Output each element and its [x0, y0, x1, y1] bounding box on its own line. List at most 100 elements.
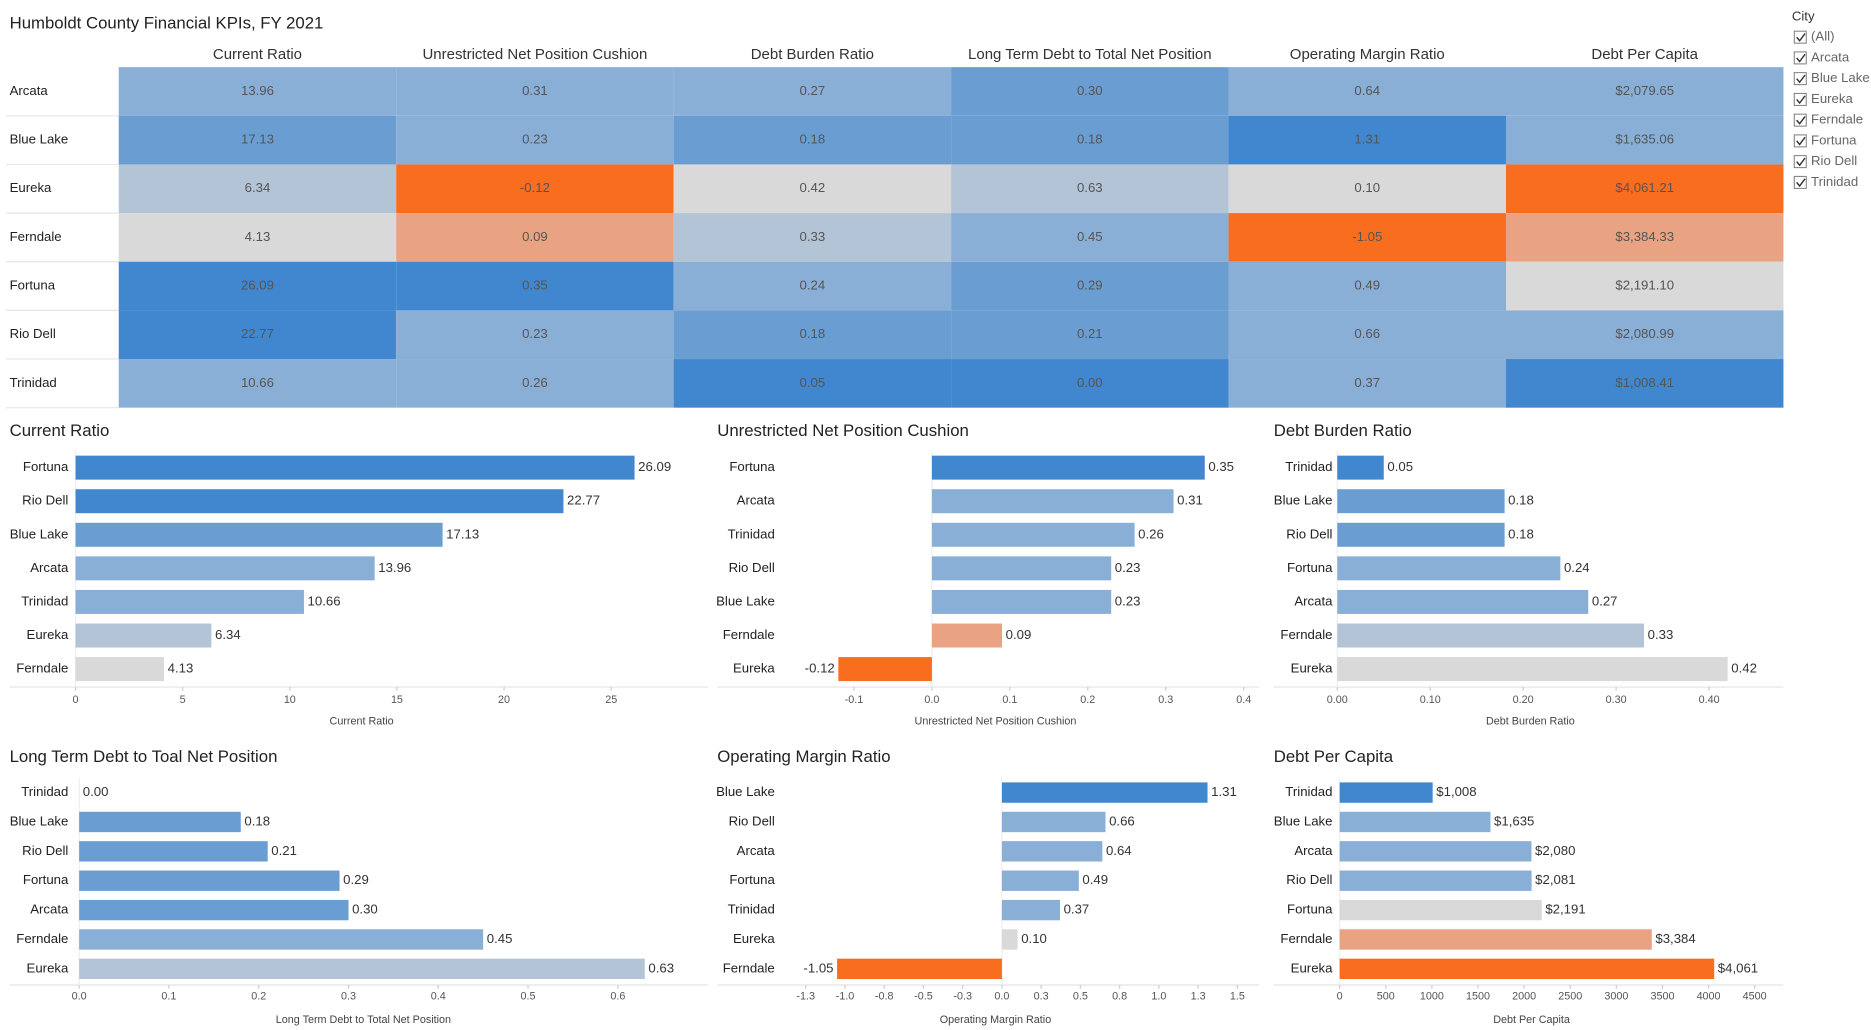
filter-checkbox[interactable]: [1793, 72, 1807, 86]
cell-label: 4.13: [245, 229, 271, 244]
heat-cell: [396, 359, 674, 408]
filter-checkbox[interactable]: [1793, 113, 1807, 127]
value-label: 0.18: [244, 813, 270, 828]
filter-checkbox[interactable]: [1793, 92, 1807, 106]
category-label: Rio Dell: [729, 813, 775, 828]
category-label: Blue Lake: [1274, 493, 1333, 508]
filter-checkbox[interactable]: [1793, 30, 1807, 44]
filter-option[interactable]: Ferndale: [1811, 112, 1863, 127]
heat-cell: [951, 213, 1229, 262]
bar: [75, 556, 375, 581]
cell-label: 0.18: [800, 132, 826, 147]
category-label: Fortuna: [23, 872, 69, 887]
cell-label: 0.18: [1077, 132, 1103, 147]
category-label: Arcata: [30, 560, 69, 575]
x-tick-label: 0.00: [1327, 694, 1348, 706]
cell-label: $2,191.10: [1615, 278, 1674, 293]
chart-title: Operating Margin Ratio: [717, 747, 890, 766]
heat-cell: [118, 115, 397, 165]
value-label: -0.12: [805, 661, 835, 676]
category-label: Rio Dell: [22, 493, 68, 508]
value-label: 22.77: [567, 493, 600, 508]
heat-cell: [951, 359, 1229, 408]
x-tick-label: 20: [498, 694, 510, 706]
category-label: Trinidad: [728, 526, 775, 541]
category-label: Fortuna: [1287, 560, 1333, 575]
filter-option[interactable]: Rio Dell: [1811, 153, 1857, 168]
filter-option[interactable]: Fortuna: [1811, 132, 1857, 147]
x-axis-label: Unrestricted Net Position Cushion: [915, 716, 1077, 728]
category-label: Fortuna: [1287, 902, 1333, 917]
value-label: 17.13: [446, 526, 479, 541]
heat-cell: [118, 310, 397, 360]
category-label: Arcata: [1294, 593, 1333, 608]
x-tick-label: 4000: [1697, 990, 1721, 1002]
category-label: Arcata: [1294, 843, 1333, 858]
heat-cell: [1505, 213, 1784, 262]
value-label: 0.29: [343, 872, 369, 887]
value-label: 0.33: [1648, 627, 1674, 642]
x-tick-label: 0: [73, 694, 79, 706]
x-tick-label: 0.0: [994, 990, 1009, 1002]
heat-cell: [951, 115, 1229, 165]
value-label: 4.13: [168, 661, 194, 676]
bar: [75, 623, 212, 648]
cell-label: 0.30: [1077, 83, 1103, 98]
x-tick-label: -0.8: [875, 990, 894, 1002]
filter-checkbox[interactable]: [1793, 51, 1807, 65]
x-tick-label: 0.3: [1158, 694, 1173, 706]
heat-cell: [118, 164, 397, 214]
filter-checkbox[interactable]: [1793, 134, 1807, 148]
row-header: Trinidad: [10, 375, 57, 390]
cell-label: 0.24: [800, 278, 826, 293]
bar: [75, 657, 165, 682]
bar: [931, 589, 1112, 614]
category-label: Ferndale: [1280, 627, 1332, 642]
category-label: Trinidad: [21, 593, 68, 608]
bar: [931, 455, 1205, 480]
filter-option[interactable]: Eureka: [1811, 91, 1853, 106]
value-label: $3,384: [1655, 931, 1695, 946]
x-tick-label: 3500: [1650, 990, 1674, 1002]
x-tick-label: 0.10: [1420, 694, 1441, 706]
x-tick-label: 0.30: [1606, 694, 1627, 706]
bar: [1339, 841, 1532, 862]
cell-label: 17.13: [241, 132, 274, 147]
filter-checkbox[interactable]: [1793, 175, 1807, 189]
bar: [79, 870, 340, 891]
cell-label: 0.37: [1354, 375, 1380, 390]
cell-label: 0.45: [1077, 229, 1103, 244]
x-tick-label: -0.1: [845, 694, 864, 706]
checkmark: [1796, 157, 1806, 167]
category-label: Rio Dell: [729, 560, 775, 575]
filter-checkbox[interactable]: [1793, 155, 1807, 169]
checkmark: [1796, 178, 1806, 188]
value-label: 0.24: [1564, 560, 1590, 575]
filter-option[interactable]: Blue Lake: [1811, 70, 1870, 85]
value-label: 0.23: [1115, 593, 1141, 608]
cell-label: 13.96: [241, 83, 274, 98]
x-axis-label: Current Ratio: [330, 716, 394, 728]
cell-label: 0.49: [1354, 278, 1380, 293]
bar: [1337, 489, 1505, 514]
x-tick-label: 4500: [1743, 990, 1767, 1002]
x-tick-label: 0.6: [610, 990, 625, 1002]
value-label: 0.63: [648, 960, 674, 975]
filter-option[interactable]: Trinidad: [1811, 174, 1858, 189]
x-tick-label: 2500: [1558, 990, 1582, 1002]
row-header: Ferndale: [10, 229, 62, 244]
x-tick-label: 0.2: [1080, 694, 1095, 706]
bar: [1337, 589, 1589, 614]
x-axis-label: Debt Burden Ratio: [1486, 716, 1575, 728]
category-label: Arcata: [737, 493, 776, 508]
column-header: Debt Per Capita: [1591, 46, 1698, 63]
value-label: -1.05: [803, 960, 833, 975]
x-tick-label: 3000: [1604, 990, 1628, 1002]
value-label: $2,080: [1535, 843, 1575, 858]
value-label: 0.10: [1021, 931, 1047, 946]
filter-option[interactable]: Arcata: [1811, 49, 1850, 64]
cell-label: 22.77: [241, 326, 274, 341]
filter-option[interactable]: (All): [1811, 29, 1834, 44]
cell-label: 0.31: [522, 83, 548, 98]
value-label: $1,008: [1436, 784, 1476, 799]
